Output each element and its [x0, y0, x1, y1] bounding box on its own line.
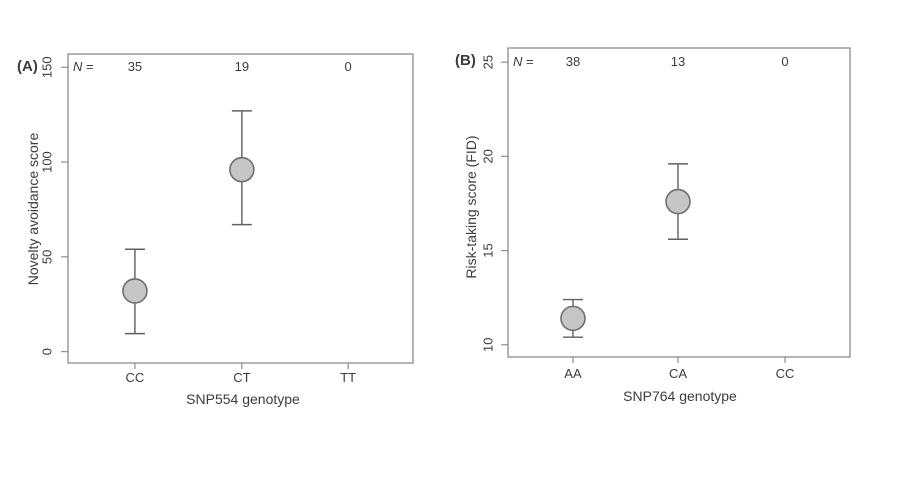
panel-a: 0 50 100 150 CC CT TT N = 35 19 0 (A) Novelty avoida… [17, 53, 414, 407]
n-count-label: 35 [128, 59, 142, 74]
error-bar-ct [229, 110, 255, 226]
y-tick-label: 20 [481, 149, 496, 163]
y-tick-label: 10 [481, 338, 496, 352]
n-equals-label: N = [73, 59, 94, 74]
panel-b: 10 15 20 25 AA CA CC N = 38 13 0 (B) Risk-taking sco… [455, 47, 851, 404]
n-equals-label: N = [513, 54, 534, 69]
n-count-label: 0 [781, 54, 788, 69]
x-tick-label-cc: CC [776, 366, 795, 381]
x-tick-label-tt: TT [340, 370, 356, 385]
panel-label-b: (B) [455, 52, 476, 69]
x-axis-title-b: SNP764 genotype [623, 388, 737, 404]
y-axis-title-b: Risk-taking score (FID) [463, 135, 479, 278]
x-axis-title-a: SNP554 genotype [186, 391, 300, 407]
plot-frame-b [507, 47, 851, 358]
y-tick-label: 100 [40, 151, 55, 173]
error-bar-cc [122, 248, 148, 335]
y-tick-label: 50 [40, 250, 55, 264]
n-count-label: 38 [566, 54, 580, 69]
mean-marker-ct [229, 156, 255, 183]
y-tick-label: 15 [481, 243, 496, 257]
y-axis-title-a: Novelty avoidance score [25, 133, 41, 286]
y-tick-label: 150 [40, 56, 55, 78]
y-tick-label: 0 [40, 348, 55, 355]
mean-marker-cc [122, 278, 148, 304]
x-tick-label-ca: CA [669, 366, 687, 381]
panel-label-a: (A) [17, 58, 38, 75]
error-bar-ca [665, 163, 691, 240]
y-tick-label: 25 [481, 55, 496, 69]
n-count-label: 13 [671, 54, 685, 69]
plot-frame-a [67, 53, 414, 364]
x-tick-label-cc: CC [126, 370, 145, 385]
mean-marker-ca [665, 188, 691, 215]
x-tick-label-ct: CT [233, 370, 250, 385]
error-bar-aa [560, 298, 586, 338]
n-count-label: 0 [345, 59, 352, 74]
n-count-label: 19 [235, 59, 249, 74]
x-tick-label-aa: AA [564, 366, 582, 381]
mean-marker-aa [560, 305, 586, 332]
